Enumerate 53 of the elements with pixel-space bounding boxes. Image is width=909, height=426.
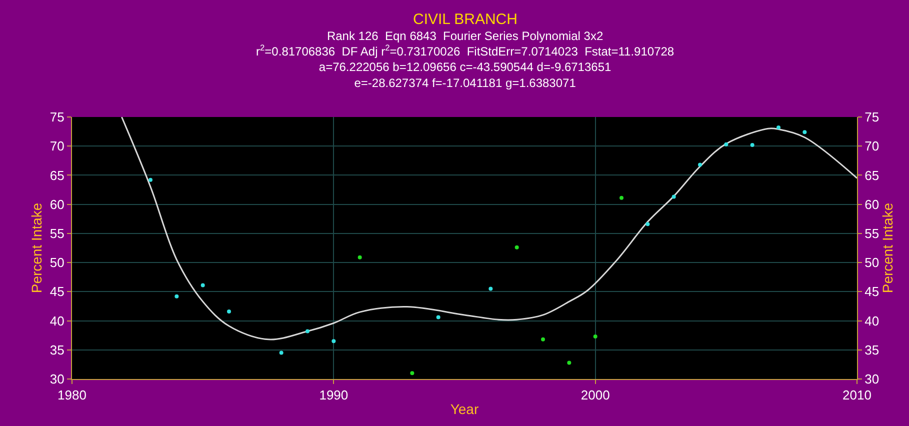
chart-title: CIVIL BRANCH [413, 11, 518, 28]
point [227, 309, 231, 314]
point [200, 283, 205, 288]
point [279, 350, 284, 355]
point [306, 329, 310, 334]
y2-tick-label: 40 [864, 313, 880, 328]
y2-tick-label: 75 [864, 110, 880, 125]
point [436, 315, 440, 320]
y2-tick-label: 45 [864, 284, 880, 300]
y-tick-label: 40 [50, 313, 64, 328]
y2-tick-label: 65 [864, 168, 880, 183]
point [672, 194, 676, 199]
line-series [120, 117, 857, 340]
point [698, 162, 702, 167]
text: Rank 126 Eqn 6843 Fourier Series Polynomial 3x2 r$^{2}$=0.81706836 DF Adj r$^{2}$=0.73170026 FitStdErr=7.0714023 Fstat=11.910728 a=76.222056 b=12.09656 c=-43.590544 d=-9.6713651 e=-28.627374 f=-17.041181 g=1.6383071 [256, 29, 674, 90]
point [174, 294, 179, 298]
point [567, 360, 572, 365]
y-tick-label: 35 [50, 342, 64, 358]
point [750, 142, 754, 147]
x-tick-label: 2000 [580, 388, 610, 403]
point [332, 339, 336, 344]
y-tick-label: 30 [50, 372, 64, 387]
point [593, 334, 598, 338]
point [802, 130, 807, 134]
point [358, 255, 362, 260]
point [724, 142, 728, 146]
point [514, 245, 519, 250]
y2-tick-label: 30 [864, 372, 880, 387]
y-tick-label: 70 [50, 138, 64, 154]
y2-axis-title: Percent Intake [879, 202, 896, 294]
y-tick-label: 65 [50, 168, 64, 183]
y-tick-label: 45 [50, 284, 64, 300]
y-tick-label: 60 [50, 196, 64, 212]
point [148, 178, 152, 182]
y2-tick-label: 55 [864, 226, 880, 241]
x-tick-label: 1980 [58, 388, 86, 403]
point [541, 337, 545, 342]
point [776, 125, 780, 130]
y2-tick-label: 60 [864, 196, 880, 212]
x-axis-title: Year [450, 400, 479, 417]
point [646, 222, 650, 226]
y-tick-label: 50 [50, 255, 64, 270]
y2-tick-label: 50 [864, 255, 880, 270]
y-tick-label: 55 [50, 226, 64, 241]
y2-tick-label: 35 [864, 342, 880, 358]
x-tick-label: 2010 [842, 388, 872, 403]
point [410, 371, 414, 376]
x-tick-label: 1990 [319, 388, 348, 403]
point [620, 196, 624, 200]
point [488, 286, 493, 291]
y2-tick-label: 70 [864, 138, 880, 154]
y-tick-label: 75 [50, 110, 64, 125]
y-axis-title: Percent Intake [28, 202, 45, 294]
